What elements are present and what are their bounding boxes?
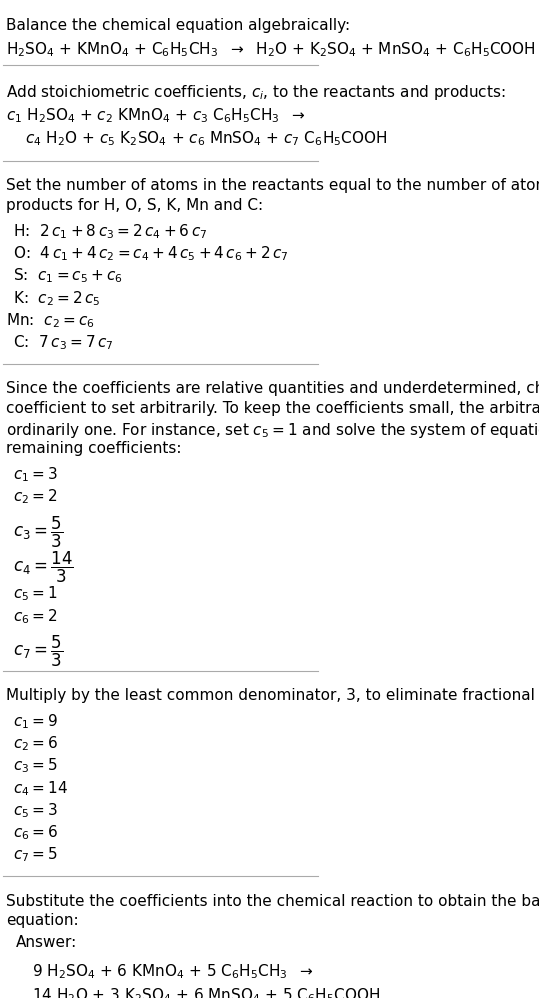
Text: $c_5 = 1$: $c_5 = 1$	[13, 585, 58, 603]
Text: Balance the chemical equation algebraically:: Balance the chemical equation algebraica…	[6, 18, 350, 33]
FancyBboxPatch shape	[3, 916, 245, 998]
Text: $c_1 = 9$: $c_1 = 9$	[13, 712, 58, 731]
Text: Mn:  $c_2 = c_6$: Mn: $c_2 = c_6$	[6, 311, 95, 330]
Text: products for H, O, S, K, Mn and C:: products for H, O, S, K, Mn and C:	[6, 199, 264, 214]
Text: $c_6 = 2$: $c_6 = 2$	[13, 607, 57, 626]
Text: Multiply by the least common denominator, 3, to eliminate fractional coefficient: Multiply by the least common denominator…	[6, 688, 539, 704]
Text: 9 H$_2$SO$_4$ + 6 KMnO$_4$ + 5 C$_6$H$_5$CH$_3$  $\rightarrow$: 9 H$_2$SO$_4$ + 6 KMnO$_4$ + 5 C$_6$H$_5…	[32, 962, 314, 981]
Text: $c_3 = \dfrac{5}{3}$: $c_3 = \dfrac{5}{3}$	[13, 515, 63, 550]
Text: S:  $c_1 = c_5 + c_6$: S: $c_1 = c_5 + c_6$	[13, 266, 122, 285]
Text: ordinarily one. For instance, set $c_5 = 1$ and solve the system of equations fo: ordinarily one. For instance, set $c_5 =…	[6, 421, 539, 440]
Text: $c_5 = 3$: $c_5 = 3$	[13, 801, 58, 820]
Text: C:  $7\,c_3 = 7\,c_7$: C: $7\,c_3 = 7\,c_7$	[13, 333, 113, 352]
Text: $c_7 = \dfrac{5}{3}$: $c_7 = \dfrac{5}{3}$	[13, 634, 63, 669]
Text: remaining coefficients:: remaining coefficients:	[6, 441, 182, 456]
Text: $c_4 = 14$: $c_4 = 14$	[13, 778, 68, 797]
Text: H:  $2\,c_1 + 8\,c_3 = 2\,c_4 + 6\,c_7$: H: $2\,c_1 + 8\,c_3 = 2\,c_4 + 6\,c_7$	[13, 223, 207, 241]
Text: Add stoichiometric coefficients, $c_i$, to the reactants and products:: Add stoichiometric coefficients, $c_i$, …	[6, 83, 506, 102]
Text: Since the coefficients are relative quantities and underdetermined, choose a: Since the coefficients are relative quan…	[6, 381, 539, 396]
Text: $c_4$ H$_2$O + $c_5$ K$_2$SO$_4$ + $c_6$ MnSO$_4$ + $c_7$ C$_6$H$_5$COOH: $c_4$ H$_2$O + $c_5$ K$_2$SO$_4$ + $c_6$…	[6, 129, 388, 148]
Text: $c_1 = 3$: $c_1 = 3$	[13, 465, 58, 484]
Text: $c_3 = 5$: $c_3 = 5$	[13, 756, 58, 775]
Text: Set the number of atoms in the reactants equal to the number of atoms in the: Set the number of atoms in the reactants…	[6, 179, 539, 194]
Text: K:  $c_2 = 2\,c_5$: K: $c_2 = 2\,c_5$	[13, 289, 100, 307]
Text: $c_6 = 6$: $c_6 = 6$	[13, 823, 58, 842]
Text: $c_1$ H$_2$SO$_4$ + $c_2$ KMnO$_4$ + $c_3$ C$_6$H$_5$CH$_3$  $\rightarrow$: $c_1$ H$_2$SO$_4$ + $c_2$ KMnO$_4$ + $c_…	[6, 107, 306, 126]
Text: O:  $4\,c_1 + 4\,c_2 = c_4 + 4\,c_5 + 4\,c_6 + 2\,c_7$: O: $4\,c_1 + 4\,c_2 = c_4 + 4\,c_5 + 4\,…	[13, 245, 288, 263]
Text: $c_4 = \dfrac{14}{3}$: $c_4 = \dfrac{14}{3}$	[13, 550, 73, 585]
Text: $c_2 = 2$: $c_2 = 2$	[13, 487, 57, 506]
Text: coefficient to set arbitrarily. To keep the coefficients small, the arbitrary va: coefficient to set arbitrarily. To keep …	[6, 401, 539, 416]
Text: Answer:: Answer:	[16, 935, 77, 950]
Text: H$_2$SO$_4$ + KMnO$_4$ + C$_6$H$_5$CH$_3$  $\rightarrow$  H$_2$O + K$_2$SO$_4$ +: H$_2$SO$_4$ + KMnO$_4$ + C$_6$H$_5$CH$_3…	[6, 40, 536, 59]
Text: $c_7 = 5$: $c_7 = 5$	[13, 845, 58, 864]
Text: 14 H$_2$O + 3 K$_2$SO$_4$ + 6 MnSO$_4$ + 5 C$_6$H$_5$COOH: 14 H$_2$O + 3 K$_2$SO$_4$ + 6 MnSO$_4$ +…	[32, 986, 380, 998]
Text: Substitute the coefficients into the chemical reaction to obtain the balanced: Substitute the coefficients into the che…	[6, 893, 539, 908]
Text: equation:: equation:	[6, 913, 79, 928]
Text: $c_2 = 6$: $c_2 = 6$	[13, 735, 58, 752]
